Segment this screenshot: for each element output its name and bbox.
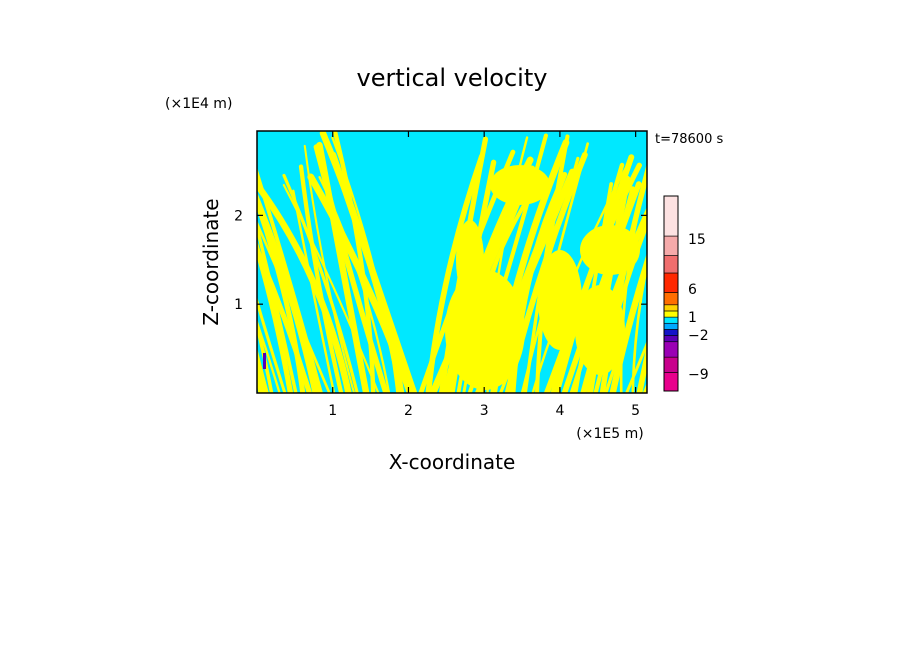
positive-velocity-band: [282, 173, 359, 393]
y-axis: 12: [234, 208, 647, 313]
positive-velocity-region: [538, 250, 582, 350]
x-axis: 1 2 3 4 5: [328, 131, 640, 419]
positive-velocity-band: [257, 192, 320, 393]
y-axis-label: Z-coordinate: [199, 198, 223, 325]
colorbar-band: [663, 235, 679, 256]
positive-velocity-region: [575, 285, 625, 375]
positive-velocity-band: [257, 220, 331, 393]
positive-velocity-band: [307, 173, 414, 393]
positive-velocity-band: [257, 318, 281, 393]
x-tick-label: 1: [328, 403, 337, 419]
colorbar-tick-label: −2: [688, 328, 709, 344]
x-tick-label: 2: [404, 403, 413, 419]
velocity-contours: [257, 131, 647, 393]
colorbar-band: [663, 335, 679, 343]
x-axis-label: X-coordinate: [389, 450, 516, 474]
colorbar-band: [663, 195, 679, 237]
positive-velocity-band: [625, 340, 647, 393]
positive-velocity-band: [257, 180, 352, 393]
positive-velocity-region: [580, 225, 640, 275]
colorbar: 15 6 1 −2 −9: [663, 195, 709, 392]
colorbar-band: [663, 292, 679, 306]
positive-velocity-band: [561, 181, 642, 393]
colorbar-band: [663, 341, 679, 358]
x-tick-label: 3: [480, 403, 489, 419]
positive-velocity-band: [554, 162, 625, 393]
plot-frame: [256, 130, 648, 394]
positive-velocity-band: [282, 183, 380, 393]
positive-velocity-band: [636, 344, 647, 393]
colorbar-tick-label: 6: [688, 282, 697, 298]
positive-velocity-band: [257, 296, 287, 393]
positive-velocity-band: [257, 239, 294, 393]
colorbar-band: [663, 322, 679, 330]
positive-velocity-region: [445, 270, 525, 390]
positive-velocity-band: [257, 358, 264, 393]
positive-velocity-band: [619, 166, 647, 393]
vertical-velocity-field: [257, 131, 647, 393]
y-tick-label: 1: [234, 297, 243, 313]
positive-velocity-region: [490, 165, 550, 205]
positive-velocity-band: [298, 164, 344, 393]
colorbar-band: [663, 316, 679, 324]
y-tick-label: 2: [234, 208, 243, 224]
colorbar-band: [663, 272, 679, 293]
chart-title: vertical velocity: [357, 64, 548, 92]
colorbar-band: [663, 310, 679, 318]
colorbar-tick-label: −9: [688, 367, 709, 383]
strong-downdraft-spot: [263, 353, 266, 369]
positive-velocity-band: [257, 167, 323, 393]
colorbar-band: [663, 255, 679, 274]
colorbar-band: [663, 356, 679, 373]
positive-velocity-band: [329, 151, 418, 393]
colorbar-band: [663, 304, 679, 312]
time-label: t=78600 s: [655, 132, 723, 147]
colorbar-band: [663, 372, 679, 392]
positive-velocity-band: [257, 242, 313, 393]
positive-velocity-band: [425, 153, 485, 393]
positive-velocity-band: [642, 382, 647, 393]
colorbar-tick-label: 1: [688, 310, 697, 326]
y-unit-label: (×1E4 m): [165, 96, 232, 112]
positive-velocity-region: [456, 220, 484, 300]
x-tick-label: 5: [631, 403, 640, 419]
colorbar-frame: [663, 195, 679, 392]
x-tick-label: 4: [555, 403, 564, 419]
positive-velocity-band: [313, 144, 389, 393]
colorbar-band: [663, 329, 679, 336]
positive-velocity-band: [573, 182, 614, 393]
colorbar-tick-label: 15: [688, 232, 706, 248]
x-unit-label: (×1E5 m): [576, 426, 643, 442]
positive-velocity-band: [257, 347, 269, 393]
positive-velocity-band: [631, 259, 647, 393]
